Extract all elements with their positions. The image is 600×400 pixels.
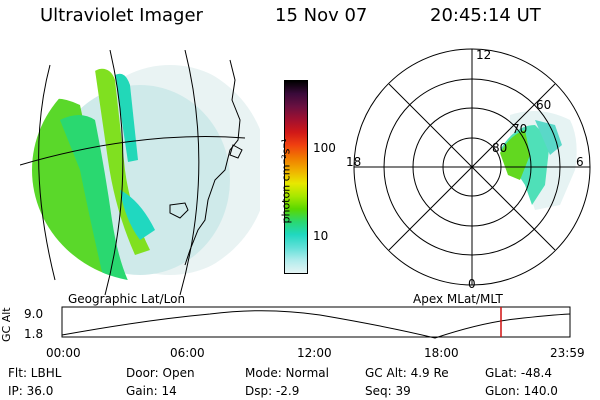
longitude-line [104,50,124,295]
polar-mlt-label: 6 [576,155,584,169]
time-tick-label: 06:00 [170,346,205,360]
colorbar-tick-label: 10 [313,229,329,243]
altitude-tick-label: 9.0 [24,307,44,321]
altitude-tick-label: 1.8 [24,327,44,341]
altitude-axis-label: GC Alt [0,307,13,342]
coastline [229,144,243,159]
latitude-line [20,136,246,166]
gc-alt-value: GC Alt: 4.9 Re [365,366,449,380]
island-outline [169,202,189,219]
colorbar [284,80,308,274]
door-value: Door: Open [126,366,195,380]
longitude-line [179,50,200,295]
coastline [184,59,241,266]
longitude-line [38,64,56,281]
colorbar-tick-label: 100 [313,141,336,155]
glon-value: GLon: 140.0 [485,384,558,398]
time-tick-label: 12:00 [297,346,332,360]
filter-value: Flt: LBHL [8,366,62,380]
altitude-plot [61,306,571,339]
polar-mlt-label: 0 [468,277,476,290]
time-tick-label: 23:59 [550,346,585,360]
page-title: Ultraviolet Imager [40,5,203,26]
seq-value: Seq: 39 [365,384,411,398]
altitude-curve [61,310,571,339]
geographic-caption: Geographic Lat/Lon [68,292,186,306]
time-tick-label: 18:00 [424,346,459,360]
time-tick-label: 00:00 [46,346,81,360]
auroral-emission-region [32,58,260,282]
gain-value: Gain: 14 [126,384,177,398]
polar-lat-label: 80 [492,141,507,155]
apex-caption: Apex MLat/MLT [413,292,503,306]
polar-plot: 12 18 6 0 60 70 80 [346,48,591,290]
polar-lat-label: 60 [536,98,551,112]
polar-lat-label: 70 [512,122,527,136]
dsp-value: Dsp: -2.9 [245,384,300,398]
polar-mlt-label: 12 [476,48,491,62]
glat-value: GLat: -48.4 [485,366,552,380]
polar-mlt-label: 18 [346,155,361,169]
mode-value: Mode: Normal [245,366,329,380]
ip-value: IP: 36.0 [8,384,54,398]
time-label: 20:45:14 UT [430,5,541,26]
geographic-auroral-image [20,50,260,295]
colorbar-label: photon cm⁻²s⁻¹ [279,138,293,224]
date-label: 15 Nov 07 [275,5,368,26]
